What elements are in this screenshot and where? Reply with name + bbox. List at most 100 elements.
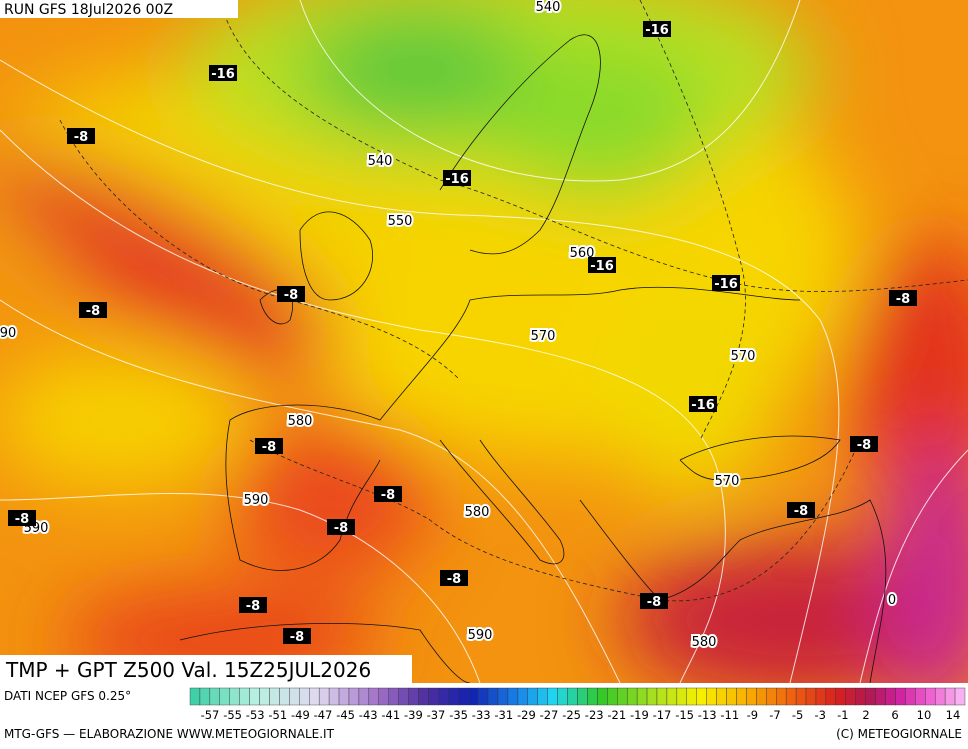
temperature-label-text: -16 — [445, 172, 469, 187]
temperature-label: -8 — [277, 286, 305, 303]
color-scale-label: -45 — [336, 708, 355, 722]
color-scale-label: -21 — [607, 708, 626, 722]
temperature-label-box — [689, 396, 717, 412]
color-swatch — [328, 687, 340, 706]
color-swatch — [587, 687, 598, 706]
temperature-label-text: -16 — [211, 67, 235, 82]
temperature-label: -8 — [889, 290, 917, 307]
coastline — [229, 286, 801, 421]
color-swatch — [865, 687, 876, 706]
temperature-label-text: -8 — [896, 292, 910, 307]
temperature-label: -16 — [643, 21, 671, 38]
color-swatch — [666, 687, 678, 706]
color-scale-label: -51 — [268, 708, 287, 722]
temperature-label-box — [712, 275, 740, 291]
height-label: 580 — [465, 505, 490, 520]
color-swatch — [507, 687, 519, 706]
color-scale-label: 2 — [862, 708, 869, 722]
temperature-label-text: -8 — [290, 630, 304, 645]
temperature-label: -8 — [239, 597, 267, 614]
temperature-label: -8 — [374, 486, 402, 503]
color-swatch — [368, 687, 379, 706]
temperature-label-box — [277, 286, 305, 302]
height-label: 570 — [531, 329, 556, 344]
color-scale-label: -29 — [517, 708, 536, 722]
height-label: 540 — [536, 0, 561, 15]
color-scale-label: -53 — [246, 708, 265, 722]
temperature-label-text: -8 — [74, 130, 88, 145]
color-swatch — [825, 687, 837, 706]
temperature-label: -8 — [850, 436, 878, 453]
color-swatch — [636, 687, 648, 706]
color-swatch — [607, 687, 618, 706]
color-swatch — [547, 687, 558, 706]
contour — [249, 439, 861, 602]
temperature-label-text: -8 — [447, 572, 461, 587]
temperature-label-box — [374, 486, 402, 502]
temperature-label-text: -16 — [691, 398, 715, 413]
color-scale-label: -31 — [494, 708, 513, 722]
height-label: 590 — [468, 628, 493, 643]
temperature-label: -8 — [67, 128, 95, 145]
color-swatch — [626, 687, 638, 706]
run-label-box — [0, 0, 238, 18]
height-label: 570 — [731, 349, 756, 364]
color-swatch — [746, 687, 757, 706]
color-swatch — [219, 687, 230, 706]
color-swatch — [915, 687, 926, 706]
temperature-label: -16 — [689, 396, 717, 413]
color-swatch — [696, 687, 707, 706]
contour — [219, 0, 968, 292]
coastline — [225, 419, 381, 571]
color-scale-label: -3 — [814, 708, 825, 722]
color-swatch — [458, 687, 469, 706]
color-swatch — [557, 687, 568, 706]
color-swatch — [388, 687, 399, 706]
temperature-label-text: -8 — [857, 438, 871, 453]
color-swatch — [527, 687, 538, 706]
temperature-label-text: -8 — [284, 288, 298, 303]
color-swatch — [189, 687, 201, 706]
color-swatch — [249, 687, 260, 706]
color-swatch — [934, 687, 946, 706]
contour — [639, 0, 746, 441]
color-swatch — [477, 687, 489, 706]
temperature-label: -16 — [588, 257, 616, 274]
color-swatch — [676, 687, 687, 706]
color-scale-label: -47 — [314, 708, 333, 722]
color-swatch — [776, 687, 787, 706]
temperature-label: -16 — [443, 170, 471, 187]
temperature-label-box — [889, 290, 917, 306]
color-swatch — [487, 687, 499, 706]
height-label: 90 — [0, 326, 16, 341]
coastline — [579, 499, 887, 683]
temperature-label-box — [67, 128, 95, 144]
temperature-label-box — [787, 502, 815, 518]
color-scale-label: -7 — [769, 708, 780, 722]
color-swatch — [656, 687, 668, 706]
product-title: TMP + GPT Z500 Val. 15Z25JUL2026 — [5, 658, 371, 682]
contour — [0, 492, 481, 683]
color-scale-label: -49 — [291, 708, 310, 722]
coastline — [679, 435, 841, 481]
color-swatch — [209, 687, 221, 706]
temperature-label-text: -8 — [647, 595, 661, 610]
color-swatch — [497, 687, 509, 706]
temperature-label-text: -16 — [590, 259, 614, 274]
product-box — [0, 655, 412, 685]
color-swatch — [905, 687, 916, 706]
coastline — [259, 289, 294, 325]
color-scale-label: -15 — [675, 708, 694, 722]
color-swatch — [805, 687, 817, 706]
color-swatch — [845, 687, 856, 706]
color-swatch — [766, 687, 777, 706]
color-swatch — [418, 687, 429, 706]
temperature-label-box — [640, 593, 668, 609]
temperature-label-box — [239, 597, 267, 613]
contour — [0, 299, 621, 683]
height-label: 570 — [715, 474, 740, 489]
color-scale-label: -55 — [223, 708, 242, 722]
temperature-label: -8 — [640, 593, 668, 610]
